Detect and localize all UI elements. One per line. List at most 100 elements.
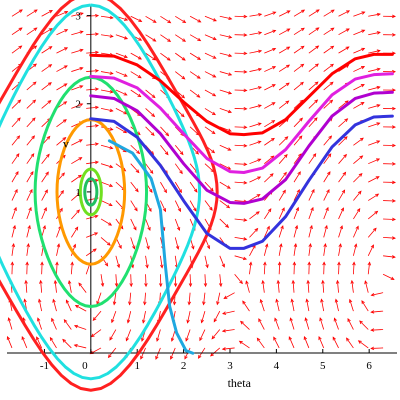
field-arrow-head [179,170,183,175]
field-arrow-shaft [293,117,303,128]
field-arrow-head [7,317,11,322]
field-arrow [158,274,163,288]
field-arrow-head [310,206,314,211]
field-arrow-shaft [41,154,50,164]
field-arrow-shaft [11,99,21,109]
field-arrow-head [206,245,211,250]
field-arrow-head [109,164,114,169]
field-arrow-shaft [115,89,127,96]
field-arrow-shaft [234,200,247,202]
field-arrow-head [137,74,142,79]
y-tick-label: 2 [75,99,81,111]
field-arrow-shaft [249,228,258,238]
field-arrow-head [243,51,248,56]
field-arrow-shaft [71,49,83,54]
field-arrow-head [300,45,305,50]
field-arrow-shaft [293,9,305,17]
field-arrow-shaft [145,52,156,61]
x-tick-label: 5 [320,360,326,372]
field-arrow-shaft [130,181,139,192]
x-tick-label: 0 [82,360,88,372]
field-arrow [145,255,149,269]
field-arrow-head [152,19,157,23]
field-arrow-shaft [277,280,280,293]
field-arrow [323,9,335,17]
field-arrow-shaft [219,15,232,20]
field-arrow [41,189,48,201]
field-arrow-head [280,225,284,230]
field-arrow-head [89,350,94,355]
field-arrow-head [284,136,289,140]
field-arrow-head [256,337,261,342]
field-arrow-head [63,319,68,324]
field-arrow-shaft [292,280,295,293]
field-arrow [86,232,99,238]
field-arrow-head [197,56,202,60]
field-arrow-head [150,132,155,137]
field-arrow [41,100,52,109]
field-arrow-shaft [41,46,52,54]
field-arrow [368,12,381,17]
field-arrow-head [258,12,263,17]
field-arrow-head [112,301,117,306]
field-arrow-head [77,174,82,179]
field-arrow-head [123,92,128,96]
field-arrow-head [48,28,53,32]
field-arrow [383,143,396,148]
field-arrow [115,89,128,96]
field-arrow-head [63,65,68,69]
field-arrow [204,34,217,40]
field-arrow-head [181,75,186,80]
field-arrow [26,117,36,128]
field-arrow-head [33,45,38,50]
field-arrow [63,319,72,330]
field-arrow [204,15,217,22]
field-arrow [70,261,74,275]
field-arrow-shaft [86,232,98,238]
field-arrow [338,225,344,238]
field-arrow [383,33,397,37]
field-arrow-head [314,81,319,86]
field-arrow-shaft [371,310,384,313]
field-arrow-shaft [86,51,99,54]
orbit-curve [78,167,103,217]
field-arrow [249,104,262,109]
field-arrow-shaft [239,340,250,349]
field-arrow-head [180,113,185,118]
field-arrow [100,89,114,94]
field-arrow-shaft [174,237,179,250]
field-arrow-head [107,354,112,359]
field-arrow-head [109,183,114,188]
field-arrow-shaft [308,117,318,128]
field-arrow-shaft [308,45,319,54]
field-arrow [86,32,100,36]
field-arrow-shaft [204,52,216,59]
field-arrow-head [42,224,46,230]
field-arrow-head [259,298,264,303]
field-arrow [290,298,295,312]
field-arrow [219,108,233,114]
field-arrow-head [329,99,334,104]
field-arrow-head [95,50,100,55]
field-arrow-head [123,54,128,59]
field-arrow-head [269,173,274,177]
field-arrow-shaft [41,100,52,109]
field-arrow-shaft [100,218,112,226]
field-arrow-head [60,189,64,194]
field-arrow-head [25,261,29,266]
x-tick-label: 6 [366,360,372,372]
field-arrow-shaft [145,34,156,42]
field-arrow [353,47,366,54]
field-arrow [71,85,84,91]
field-arrow [323,99,334,109]
field-arrow-shaft [86,161,99,165]
field-arrow-head [30,171,34,176]
tick-marks [43,15,370,353]
y-axis-label: v [63,136,69,150]
field-arrow-head [36,336,40,341]
field-arrow-head [343,153,347,158]
field-arrow-shaft [371,292,384,296]
field-arrow-shaft [264,48,276,54]
field-arrow [41,10,53,17]
field-arrow [370,292,384,297]
